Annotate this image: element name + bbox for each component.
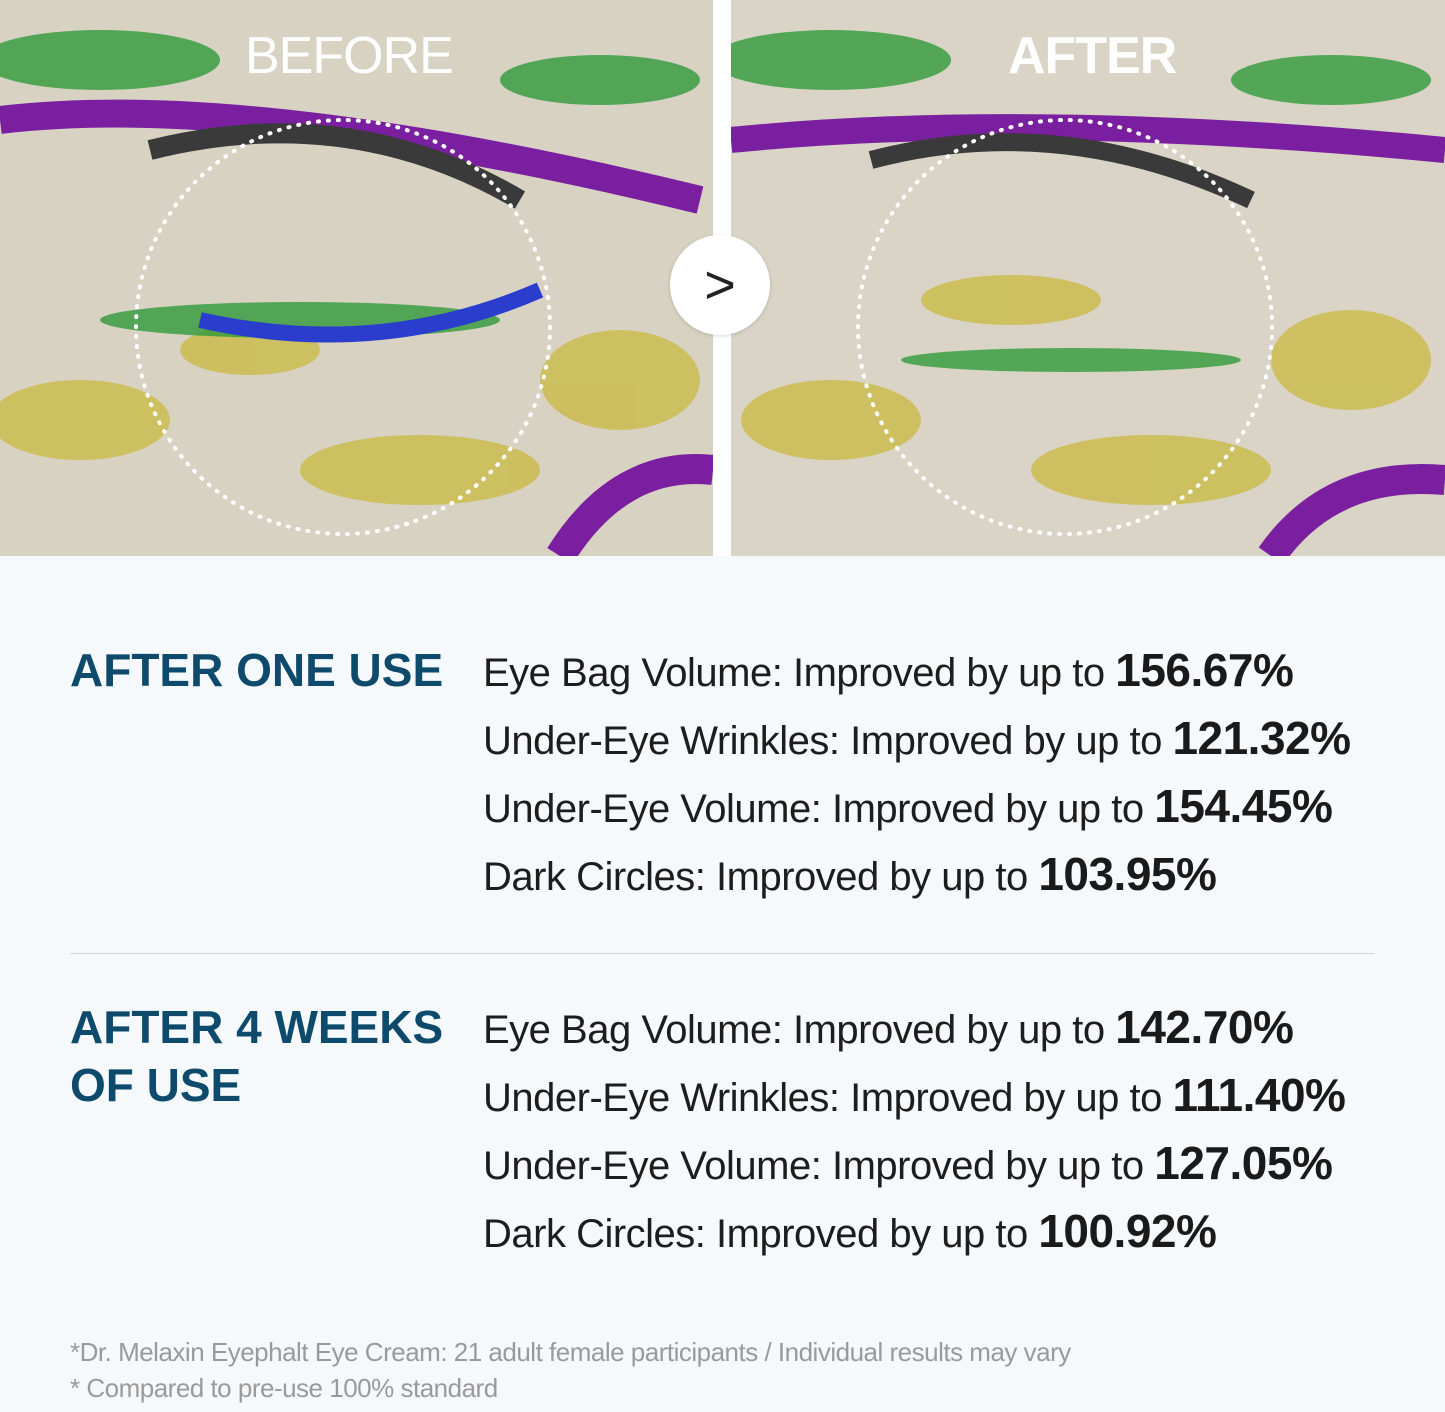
result-row: Under-Eye Wrinkles: Improved by up to 11…	[483, 1069, 1346, 1121]
after-photo: AFTER	[731, 0, 1445, 556]
before-label: BEFORE	[245, 27, 454, 85]
result-row: Eye Bag Volume: Improved by up to 142.70…	[483, 1001, 1294, 1053]
result-row: Dark Circles: Improved by up to 100.92%	[483, 1205, 1217, 1257]
footnote-standard: * Compared to pre-use 100% standard	[70, 1373, 498, 1403]
result-row: Under-Eye Volume: Improved by up to 127.…	[483, 1137, 1333, 1189]
section-title: AFTER ONE USE	[70, 644, 444, 696]
result-row: Eye Bag Volume: Improved by up to 156.67…	[483, 644, 1294, 696]
result-row: Under-Eye Volume: Improved by up to 154.…	[483, 780, 1333, 832]
section-title: AFTER 4 WEEKS OF USE	[70, 1001, 444, 1111]
after-label: AFTER	[1008, 27, 1177, 85]
divider	[70, 953, 1374, 954]
result-row: Under-Eye Wrinkles: Improved by up to 12…	[483, 712, 1351, 764]
before-after-photos: BEFORE AFTER >	[0, 0, 1445, 556]
before-photo: BEFORE	[0, 0, 713, 556]
result-row: Dark Circles: Improved by up to 103.95%	[483, 848, 1217, 900]
footnote-participants: *Dr. Melaxin Eyephalt Eye Cream: 21 adul…	[70, 1337, 1071, 1367]
chevron-right-icon: >	[670, 235, 770, 335]
